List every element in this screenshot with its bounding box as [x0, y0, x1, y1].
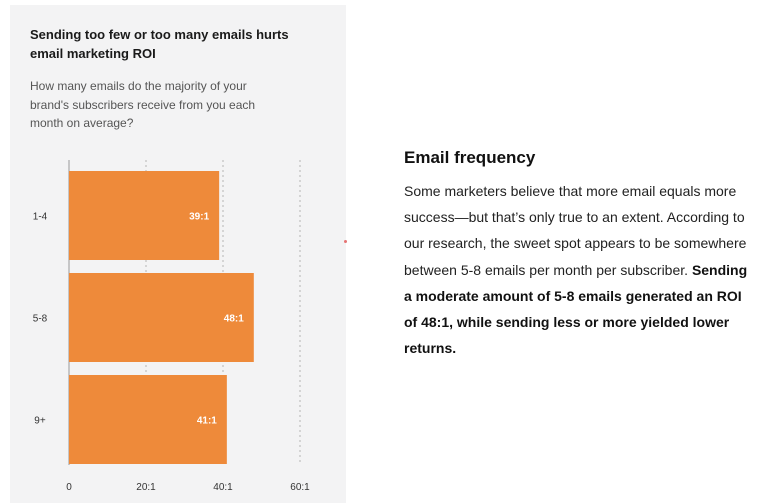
bar — [69, 273, 254, 362]
x-tick-label: 0 — [66, 482, 72, 493]
bar — [69, 171, 220, 260]
article-highlight: Sending a moderate amount of 5-8 emails … — [404, 261, 748, 357]
category-label: 9+ — [34, 416, 46, 427]
article-section: Email frequency Some marketers believe t… — [404, 148, 749, 361]
bar — [69, 375, 227, 464]
x-tick-label: 60:1 — [290, 482, 310, 493]
article-heading: Email frequency — [404, 148, 536, 167]
data-label: 41:1 — [197, 416, 217, 427]
stray-mark — [344, 240, 347, 243]
category-label: 5-8 — [33, 314, 48, 325]
chart-subtitle: How many emails do the majority of your … — [30, 79, 256, 130]
x-tick-label: 40:1 — [213, 482, 233, 493]
chart-title: Sending too few or too many emails hurts… — [30, 27, 289, 61]
category-label: 1-4 — [33, 212, 48, 223]
article-text: Some marketers believe that more email e… — [404, 183, 747, 278]
article-body: Some marketers believe that more email e… — [404, 178, 749, 361]
data-label: 48:1 — [224, 314, 244, 325]
x-tick-label: 20:1 — [136, 482, 156, 493]
data-label: 39:1 — [189, 212, 209, 223]
